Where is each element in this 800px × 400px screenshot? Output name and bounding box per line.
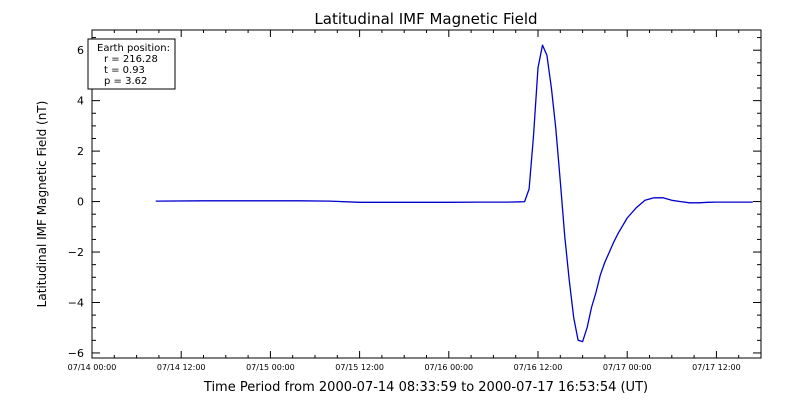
y-tick-label: 0 — [77, 196, 84, 209]
info-box-p: p = 3.62 — [104, 76, 147, 87]
series-layer — [155, 44, 753, 343]
info-box-t: t = 0.93 — [104, 65, 145, 76]
x-tick-label: 07/14 00:00 — [68, 363, 117, 372]
x-tick-label: 07/15 12:00 — [335, 363, 384, 372]
x-tick-label: 07/16 12:00 — [514, 363, 563, 372]
y-axis-label: Latitudinal IMF Magnetic Field (nT) — [35, 101, 49, 308]
x-tick-label: 07/17 00:00 — [603, 363, 652, 372]
earth-position-box: Earth position: r = 216.28 t = 0.93 p = … — [87, 38, 176, 90]
series-line — [155, 44, 753, 343]
x-axis-label: Time Period from 2000-07-14 08:33:59 to … — [203, 380, 648, 395]
y-tick-label: 4 — [77, 95, 84, 108]
info-box-r: r = 216.28 — [104, 54, 158, 65]
x-tick-label: 07/15 00:00 — [246, 363, 295, 372]
y-tick-label: −6 — [68, 347, 84, 360]
y-tick-label: −4 — [68, 296, 84, 309]
x-tick-label: 07/14 12:00 — [157, 363, 206, 372]
y-tick-label: 6 — [77, 44, 84, 57]
plot-frame — [91, 29, 762, 359]
y-tick-label: 2 — [77, 145, 84, 158]
chart-title: Latitudinal IMF Magnetic Field — [314, 10, 537, 28]
info-box-frame — [87, 38, 176, 90]
x-tick-label: 07/16 00:00 — [424, 363, 473, 372]
x-tick-label: 07/17 12:00 — [692, 363, 741, 372]
y-tick-label: −2 — [68, 246, 84, 259]
info-box-heading: Earth position: — [97, 43, 170, 54]
